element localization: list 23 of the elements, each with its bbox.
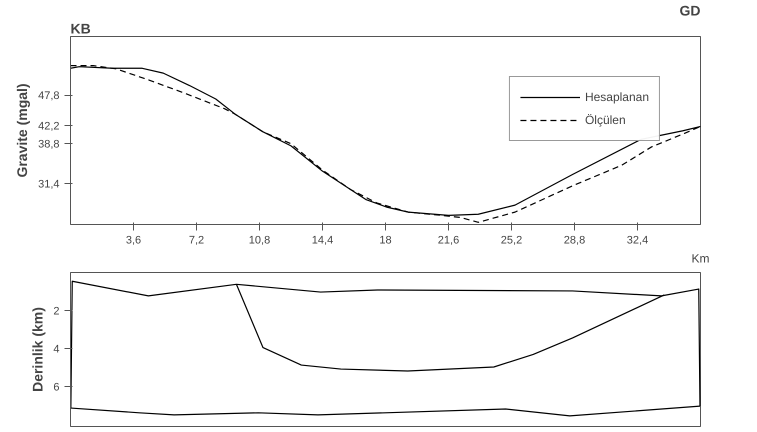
x-tick-label: 25,2 xyxy=(500,234,522,246)
x-axis-title: Km xyxy=(692,252,710,266)
text: KB xyxy=(70,20,91,36)
x-tick-label: 7,2 xyxy=(188,234,204,246)
y-axis-title: Gravite (mgal) xyxy=(14,83,30,178)
y-tick-label: 38,8 xyxy=(38,138,60,151)
x-tick-label: 3,6 xyxy=(126,234,142,246)
y-tick-label: 6 xyxy=(53,382,60,394)
y-tick-label: 2 xyxy=(53,306,60,318)
text: GD xyxy=(680,2,700,18)
x-tick-label: 32,4 xyxy=(626,234,648,246)
y-tick-label: 31,4 xyxy=(38,178,60,191)
y-tick-label: 47,8 xyxy=(38,90,60,102)
legend-label: Hesaplanan xyxy=(584,90,649,104)
y-tick-label: 42,2 xyxy=(38,120,60,132)
y-tick-label: 4 xyxy=(53,344,60,356)
y-axis-title: Derinlik (km) xyxy=(29,307,46,392)
x-tick-label: 21,6 xyxy=(438,234,460,246)
x-tick-label: 14,4 xyxy=(312,234,334,246)
x-tick-label: 10,8 xyxy=(248,234,270,246)
x-tick-label: 18 xyxy=(379,234,392,246)
x-tick-label: 28,8 xyxy=(564,234,586,246)
legend-label: Ölçülen xyxy=(584,113,626,127)
